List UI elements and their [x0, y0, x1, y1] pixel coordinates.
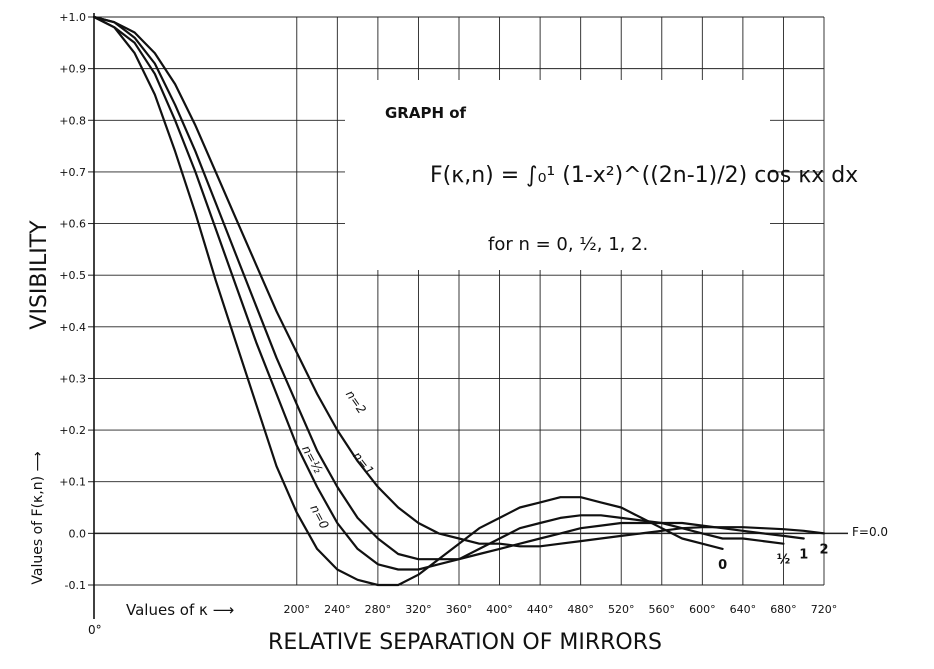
chart-title: GRAPH of — [385, 104, 467, 122]
y-tick-label: +0.6 — [59, 218, 86, 231]
grid — [94, 16, 825, 586]
curve-label-0: n=2 — [343, 388, 369, 417]
tick-labels: +1.0 +0.9 +0.8 +0.7 +0.6 +0.5 +0.4 +0.3 +0.2 +0.1… — [59, 11, 837, 616]
axes — [88, 13, 848, 619]
chart-formula: F(κ,n) = ∫₀¹ (1-x²)^((2n-1)/2) cos κx dx — [430, 163, 858, 188]
x-tick-label: 280° — [365, 603, 392, 616]
series-end-label-2: 1 — [799, 548, 808, 563]
series-end-label-1: ½ — [777, 553, 790, 568]
series-end-label-3: 2 — [819, 542, 828, 557]
curve-labels: n=2n=1n=½n=0 — [299, 388, 377, 532]
y-tick-label: +0.2 — [59, 424, 86, 437]
y-axis-title: VISIBILITY — [27, 220, 52, 330]
y-tick-label: 0.0 — [69, 527, 87, 540]
x-axis-subtitle: Values of κ ⟶ — [126, 601, 234, 619]
x-tick-label: 440° — [527, 603, 554, 616]
title-box — [345, 80, 770, 270]
x-origin-label: 0° — [88, 623, 102, 637]
chart-subtitle: for n = 0, ½, 1, 2. — [488, 234, 648, 255]
x-axis-title: RELATIVE SEPARATION OF MIRRORS — [268, 630, 662, 655]
y-tick-label: +0.7 — [59, 166, 86, 179]
y-tick-label: +0.4 — [59, 321, 86, 334]
x-tick-label: 360° — [446, 603, 473, 616]
y-tick-label: -0.1 — [65, 579, 86, 592]
y-tick-label: +0.5 — [59, 269, 86, 282]
x-tick-label: 720° — [811, 603, 838, 616]
y-tick-label: +0.3 — [59, 372, 86, 385]
x-tick-label: 560° — [649, 603, 676, 616]
x-tick-label: 480° — [567, 603, 594, 616]
series-line-3 — [92, 15, 826, 548]
zero-line-label: F=0.0 — [852, 525, 888, 539]
series-line-1 — [92, 15, 785, 571]
curve-label-1: n=1 — [350, 449, 377, 478]
y-axis-subtitle: Values of F(κ,n) ⟶ — [30, 451, 46, 584]
y-tick-label: +0.9 — [59, 63, 86, 76]
series-line-2 — [92, 15, 805, 561]
x-tick-label: 320° — [405, 603, 432, 616]
x-tick-label: 600° — [689, 603, 716, 616]
y-tick-label: +0.1 — [59, 476, 86, 489]
x-tick-label: 680° — [770, 603, 797, 616]
y-tick-label: +1.0 — [59, 11, 86, 24]
series-end-label-0: 0 — [718, 558, 727, 573]
x-tick-label: 200° — [284, 603, 311, 616]
y-tick-label: +0.8 — [59, 114, 86, 127]
x-tick-label: 640° — [730, 603, 757, 616]
series-line-0 — [92, 15, 724, 587]
x-tick-label: 240° — [324, 603, 351, 616]
x-tick-label: 400° — [486, 603, 513, 616]
x-tick-label: 520° — [608, 603, 635, 616]
